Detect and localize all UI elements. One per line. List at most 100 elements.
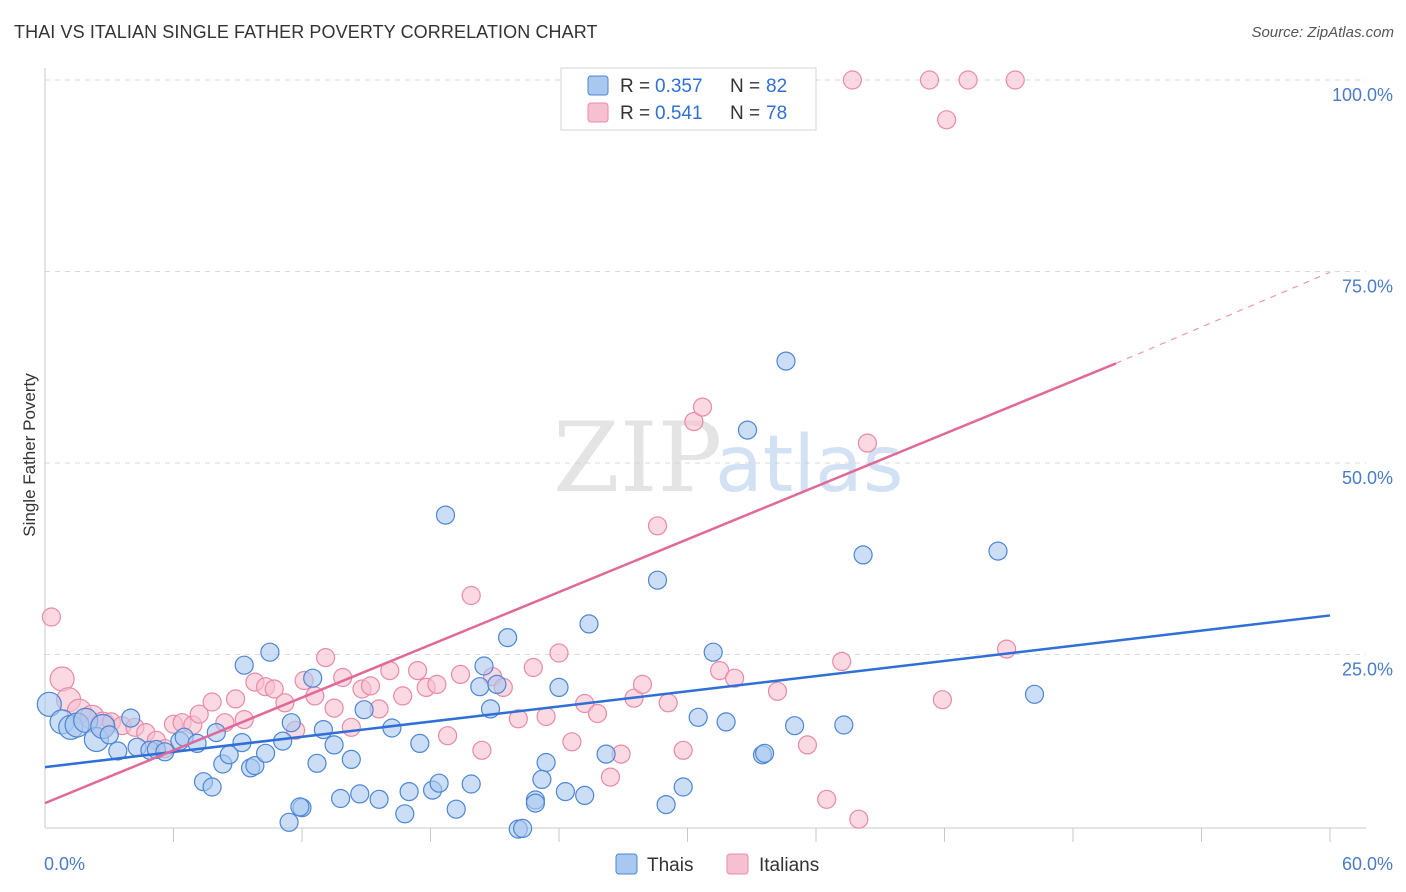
italians-point <box>427 674 447 695</box>
trend-lines <box>44 271 1331 805</box>
thais-point <box>1024 684 1045 704</box>
thais-point <box>273 731 293 751</box>
italians-point <box>41 607 62 627</box>
thais-point <box>341 749 361 770</box>
thais-point <box>331 788 351 809</box>
thais-point <box>429 773 449 793</box>
bottom-legend-italians-swatch <box>726 853 749 875</box>
thais-point <box>470 677 490 697</box>
italians-point <box>360 676 381 696</box>
thais-point <box>536 752 556 773</box>
thais-point <box>784 716 805 736</box>
italians-point <box>797 735 818 755</box>
italians-point <box>264 679 284 699</box>
italians-point <box>658 693 678 713</box>
thais-point <box>108 741 128 761</box>
thais-point <box>410 733 430 754</box>
thais-point <box>399 781 419 802</box>
italians-point <box>724 668 745 688</box>
italians-point <box>684 412 704 432</box>
italians-point <box>226 689 246 709</box>
thais-point <box>716 712 736 732</box>
italians-point <box>316 647 336 668</box>
italians-point <box>958 70 978 90</box>
thais-point <box>525 793 546 813</box>
thais-point <box>461 774 481 794</box>
italians-point <box>189 704 209 724</box>
thais-point <box>303 668 323 688</box>
italians-point <box>393 686 413 706</box>
thais-point <box>446 799 466 819</box>
italians-point <box>587 703 608 724</box>
italians-point <box>438 726 458 746</box>
grid-lines <box>45 79 1366 655</box>
thais-point <box>498 627 518 648</box>
thais-point <box>549 677 569 698</box>
thais-point <box>776 351 796 371</box>
legend-italians-n-label: N = <box>730 103 760 124</box>
thais-point <box>656 794 676 815</box>
legend-thais-r-value: 0.357 <box>655 76 703 97</box>
y-axis-title: Single Father Poverty <box>20 373 39 537</box>
italians-trend-line-extension <box>1115 271 1331 364</box>
italians-point <box>632 674 653 695</box>
italians-point <box>849 809 869 829</box>
thais-point <box>99 725 119 745</box>
italians-point <box>767 681 788 701</box>
legend-thais-n-label: N = <box>730 76 760 97</box>
thais-point <box>354 700 374 720</box>
thais-point <box>579 614 599 634</box>
legend-thais-swatch <box>587 75 609 96</box>
chart-title: THAI VS ITALIAN SINGLE FATHER POVERTY CO… <box>14 22 598 42</box>
y-tick-label: 100.0% <box>1332 85 1393 105</box>
y-tick-label: 25.0% <box>1342 660 1393 680</box>
italians-point <box>919 70 940 90</box>
italians-point <box>549 643 569 663</box>
thais-point <box>350 784 370 804</box>
thais-point <box>121 708 141 728</box>
thais-point <box>245 755 265 776</box>
thais-point <box>532 769 552 790</box>
thais-point <box>36 691 62 717</box>
legend-italians-swatch <box>587 102 609 123</box>
thais-point <box>435 505 456 525</box>
italians-point <box>600 767 621 787</box>
italians-trend-line <box>44 362 1117 805</box>
legend-box: R = 0.357 N = 82 R = 0.541 N = 78 <box>560 67 817 131</box>
watermark: ZIP atlas <box>553 402 904 514</box>
italians-point <box>647 516 668 536</box>
thais-point <box>279 812 299 832</box>
italians-point <box>936 110 957 130</box>
legend-italians-n-value: 78 <box>766 103 787 124</box>
italians-point <box>817 789 837 809</box>
italians-point <box>842 70 863 90</box>
thais-point <box>673 777 693 797</box>
y-tick-label: 75.0% <box>1342 277 1393 297</box>
thais-point <box>575 785 595 806</box>
legend-thais-n-value: 82 <box>766 76 787 97</box>
thais-point <box>853 545 873 565</box>
thais-point <box>647 570 668 590</box>
legend-italians-r-label: R = <box>620 103 650 124</box>
italians-point <box>508 709 528 729</box>
thais-point <box>487 674 507 695</box>
italians-point <box>408 660 428 681</box>
x-tick-label-min: 0.0% <box>44 854 85 874</box>
legend-italians-r-value: 0.541 <box>655 103 703 124</box>
x-tick-label-max: 60.0% <box>1342 854 1393 874</box>
thais-point <box>260 642 280 662</box>
source-label: Source: ZipAtlas.com <box>1251 24 1394 41</box>
italians-point <box>562 732 582 752</box>
thais-point <box>307 753 327 773</box>
thais-point <box>202 777 222 797</box>
italians-point <box>536 706 556 727</box>
thais-point <box>369 789 389 809</box>
y-tick-labels: 25.0% 50.0% 75.0% 100.0% <box>1332 85 1393 680</box>
thais-point <box>324 735 344 755</box>
italians-point <box>461 585 481 606</box>
thais-point <box>754 743 775 763</box>
thais-point <box>555 781 576 802</box>
italians-point <box>709 660 730 681</box>
thais-point <box>234 655 254 675</box>
